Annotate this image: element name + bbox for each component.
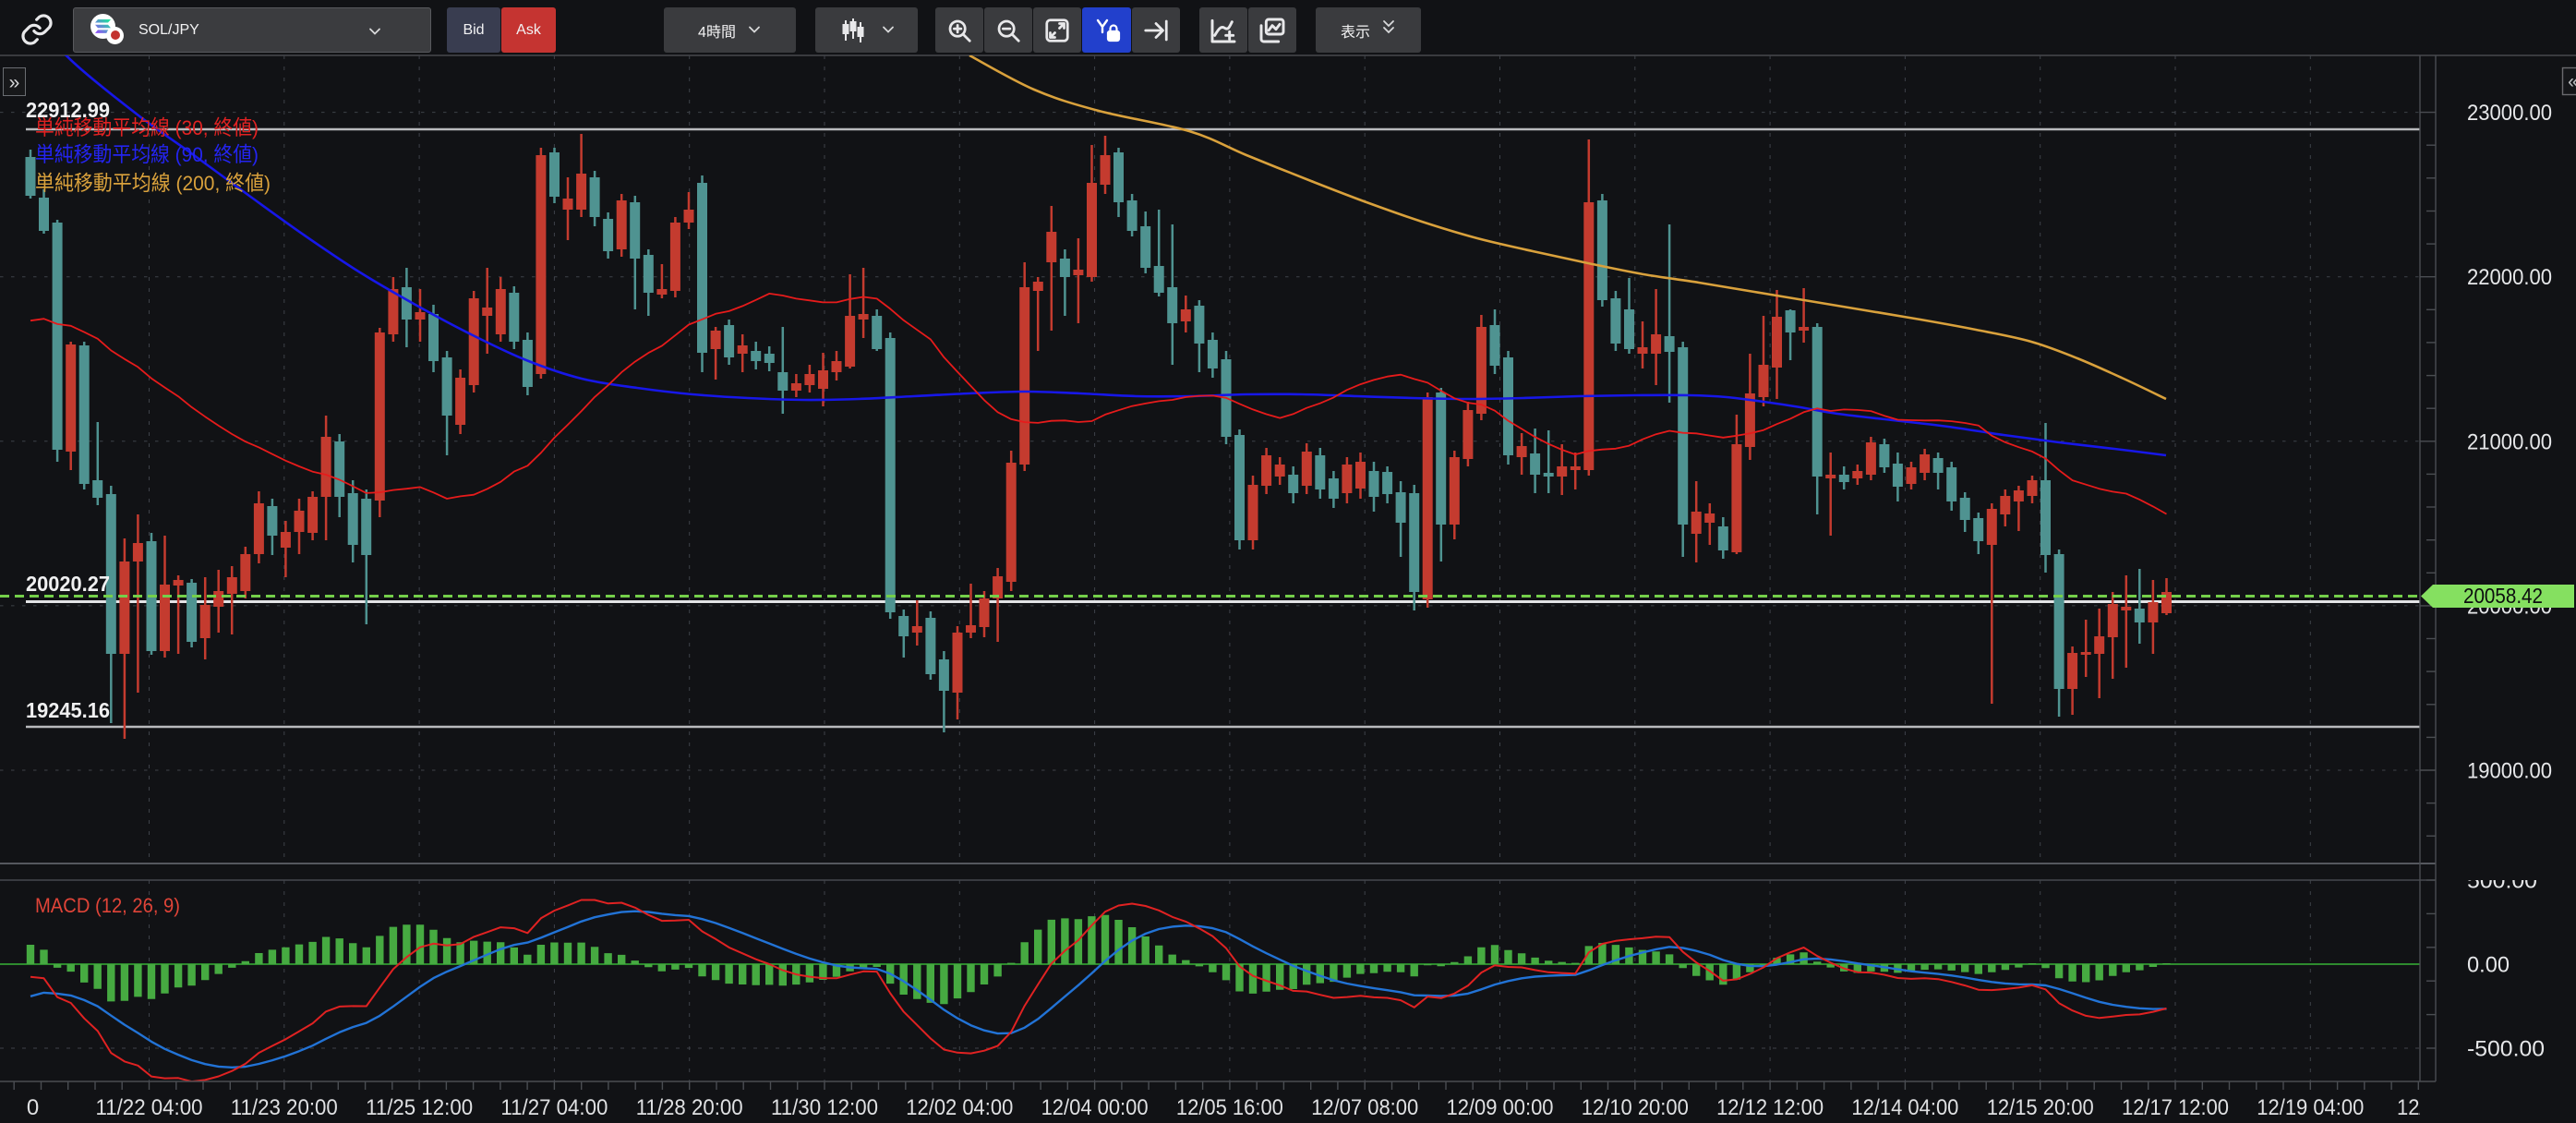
svg-text:12/21 00:00: 12/21 00:00 <box>2397 1095 2504 1120</box>
svg-text:12/04 00:00: 12/04 00:00 <box>1041 1095 1149 1120</box>
svg-text:-500.00: -500.00 <box>2467 1037 2545 1062</box>
svg-text:19000.00: 19000.00 <box>2467 759 2552 784</box>
svg-text:0: 0 <box>27 1095 39 1120</box>
svg-text:»: » <box>9 72 20 93</box>
svg-text:20020.27: 20020.27 <box>26 572 110 596</box>
svg-text:20058.42: 20058.42 <box>2463 584 2543 608</box>
svg-text:19245.16: 19245.16 <box>26 698 110 722</box>
svg-text:単純移動平均線 (90, 終値): 単純移動平均線 (90, 終値) <box>35 143 259 166</box>
svg-text:12/10 20:00: 12/10 20:00 <box>1582 1095 1689 1120</box>
svg-text:単純移動平均線 (200, 終値): 単純移動平均線 (200, 終値) <box>35 172 271 195</box>
svg-text:«: « <box>2568 71 2576 92</box>
svg-text:23000.00: 23000.00 <box>2467 101 2552 126</box>
svg-text:500.00: 500.00 <box>2467 869 2537 894</box>
svg-text:11/27 04:00: 11/27 04:00 <box>500 1095 608 1120</box>
svg-text:MACD (12, 26, 9): MACD (12, 26, 9) <box>35 894 180 917</box>
svg-text:12/14 04:00: 12/14 04:00 <box>1851 1095 1958 1120</box>
svg-text:12/09 00:00: 12/09 00:00 <box>1447 1095 1554 1120</box>
svg-text:12/05 16:00: 12/05 16:00 <box>1176 1095 1283 1120</box>
svg-text:22912.99: 22912.99 <box>26 98 110 122</box>
svg-text:22000.00: 22000.00 <box>2467 265 2552 290</box>
svg-text:12/15 20:00: 12/15 20:00 <box>1987 1095 2094 1120</box>
svg-text:12/19 04:00: 12/19 04:00 <box>2257 1095 2364 1120</box>
svg-text:12/17 12:00: 12/17 12:00 <box>2122 1095 2229 1120</box>
svg-text:21000.00: 21000.00 <box>2467 429 2552 454</box>
svg-text:12/02 04:00: 12/02 04:00 <box>906 1095 1013 1120</box>
svg-text:0.00: 0.00 <box>2467 953 2510 978</box>
svg-text:12/07 08:00: 12/07 08:00 <box>1311 1095 1418 1120</box>
svg-text:11/28 20:00: 11/28 20:00 <box>636 1095 743 1120</box>
svg-text:11/23 20:00: 11/23 20:00 <box>231 1095 338 1120</box>
svg-text:11/25 12:00: 11/25 12:00 <box>366 1095 473 1120</box>
svg-text:11/30 12:00: 11/30 12:00 <box>771 1095 878 1120</box>
svg-text:11/22 04:00: 11/22 04:00 <box>96 1095 203 1120</box>
svg-text:12/12 12:00: 12/12 12:00 <box>1716 1095 1824 1120</box>
svg-text:単純移動平均線 (30, 終値): 単純移動平均線 (30, 終値) <box>35 116 259 139</box>
